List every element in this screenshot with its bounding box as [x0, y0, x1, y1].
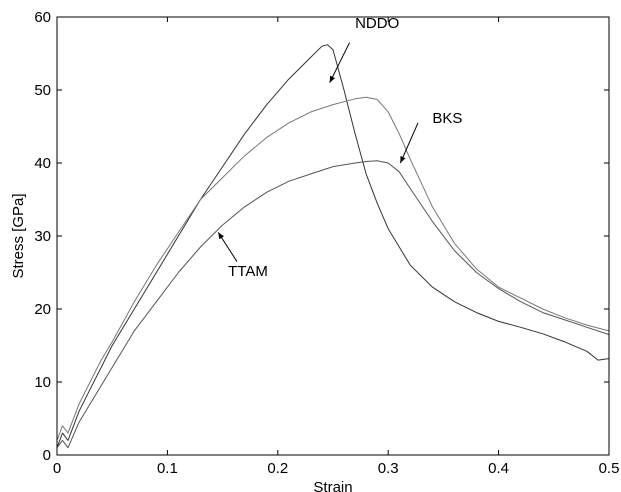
annotation-arrow-nddo — [329, 42, 351, 83]
annotation-arrow-bks — [399, 122, 419, 164]
y-axis-label: Stress [GPa] — [10, 193, 27, 278]
y-tick-label: 20 — [34, 301, 51, 318]
y-tick-label: 60 — [34, 9, 51, 26]
y-tick-label: 0 — [43, 447, 51, 464]
ticks-layer: 0 0.1 0.2 0.3 0.4 0.5 0 10 20 30 40 50 60 — [34, 9, 619, 477]
series-line-ttam — [56, 160, 610, 449]
x-tick-label: 0 — [53, 460, 61, 477]
y-tick-label: 40 — [34, 155, 51, 172]
annotations-layer: NDDO BKS TTAM — [217, 15, 462, 280]
x-tick-label: 0.1 — [157, 460, 178, 477]
x-tick-label: 0.4 — [488, 460, 509, 477]
x-tick-label: 0.2 — [267, 460, 288, 477]
annotation-arrowhead-ttam — [218, 232, 224, 240]
series-layer — [56, 44, 610, 449]
x-tick-label: 0.3 — [378, 460, 399, 477]
y-tick-label: 50 — [34, 82, 51, 99]
annotation-label-bks: BKS — [432, 110, 462, 127]
x-axis-label: Strain — [313, 479, 352, 492]
plot-background — [57, 17, 609, 455]
y-tick-label: 10 — [34, 374, 51, 391]
annotation-arrowhead-bks — [400, 156, 406, 163]
annotation-label-nddo: NDDO — [355, 15, 399, 32]
x-tick-label: 0.5 — [599, 460, 620, 477]
series-line-bks — [56, 96, 610, 441]
annotation-arrowhead-nddo — [329, 75, 335, 83]
series-line-nddo — [56, 44, 610, 448]
annotation-label-ttam: TTAM — [228, 263, 268, 280]
y-tick-label: 30 — [34, 228, 51, 245]
